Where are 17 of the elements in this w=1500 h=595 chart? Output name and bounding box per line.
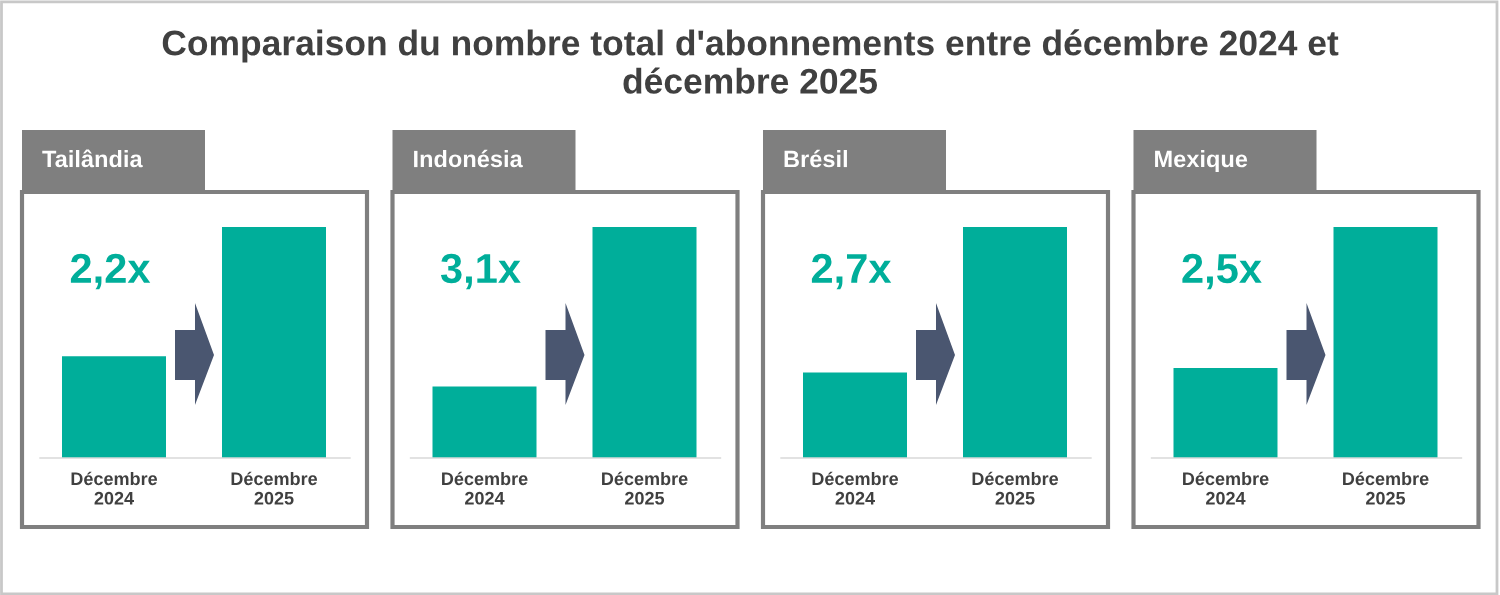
chart-title: Indonésia	[414, 149, 523, 168]
x-tick-label: Décembre 2024	[442, 471, 528, 505]
x-tick-label: Décembre 2024	[812, 471, 899, 505]
annotation: 2,7x	[811, 253, 892, 290]
text: Comparaison du nombre total d'abonnements entre décembre 2024 et décembre 2025	[162, 29, 1339, 94]
x-tick-label: Décembre 2024	[71, 471, 158, 505]
annotation: 3,1x	[440, 253, 521, 290]
annotation: 2,2x	[70, 253, 151, 290]
x-tick-label: Décembre 2024	[1183, 471, 1269, 505]
annotation: 2,5x	[1182, 253, 1262, 290]
x-tick-label: Décembre 2025	[231, 471, 318, 505]
x-tick-label: Décembre 2025	[972, 471, 1059, 505]
x-tick-label: Décembre 2025	[1343, 471, 1429, 505]
chart-title: Brésil	[784, 149, 847, 168]
chart-title: Tailândia	[42, 149, 143, 168]
chart-title: Mexique	[1155, 150, 1248, 173]
x-tick-label: Décembre 2025	[602, 471, 688, 505]
